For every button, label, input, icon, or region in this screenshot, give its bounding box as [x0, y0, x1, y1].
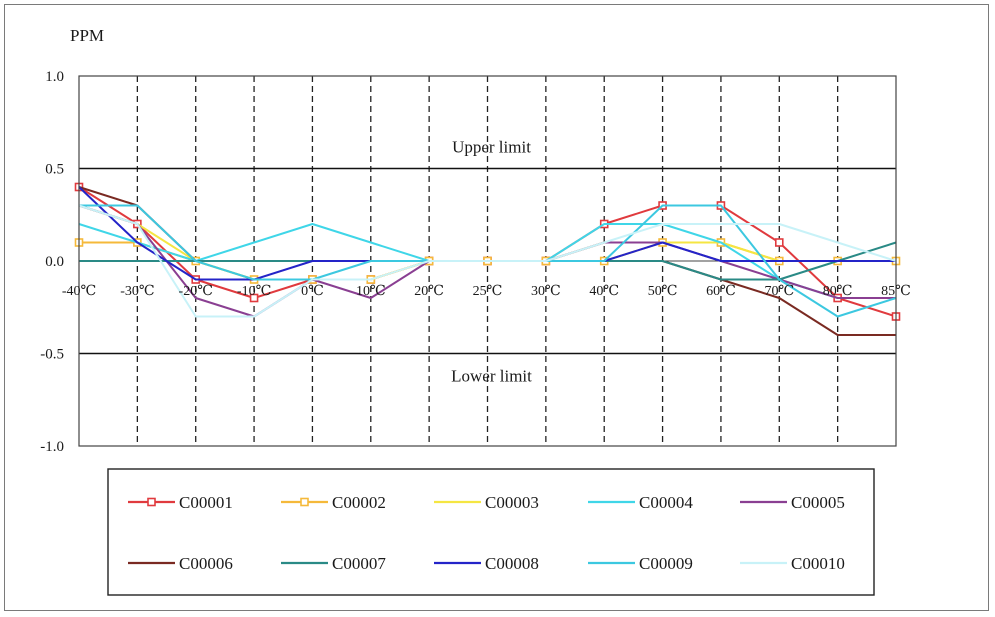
y-tick-label: 0.5	[45, 162, 64, 178]
y-tick-label: -1.0	[40, 439, 64, 455]
legend-label-C00008: C00008	[485, 554, 539, 573]
y-tick-label: 0.0	[45, 254, 64, 270]
legend-marker-C00002	[300, 497, 309, 507]
x-tick-label: 10℃	[356, 284, 386, 299]
legend-label-C00007: C00007	[332, 554, 386, 573]
legend-label-C00006: C00006	[179, 554, 233, 573]
limit-lines: Upper limit Lower limit	[79, 138, 896, 386]
x-tick-label: 20℃	[414, 284, 444, 299]
legend-label-C00001: C00001	[179, 493, 233, 512]
legend-label-C00003: C00003	[485, 493, 539, 512]
x-tick-label: 25℃	[473, 284, 503, 299]
x-tick-label: 30℃	[531, 284, 561, 299]
x-tick-label: -30℃	[120, 284, 154, 299]
legend-label-C00005: C00005	[791, 493, 845, 512]
limit-label: Upper limit	[452, 138, 531, 157]
legend-label-C00002: C00002	[332, 493, 386, 512]
x-tick-label: 85℃	[881, 284, 911, 299]
legend-label-C00004: C00004	[639, 493, 693, 512]
series-lines	[74, 182, 901, 336]
y-axis-label: PPM	[70, 26, 104, 45]
legend-label-C00009: C00009	[639, 554, 693, 573]
x-tick-label: 80℃	[823, 284, 853, 299]
y-tick-label: -0.5	[40, 347, 64, 363]
y-tick-label: 1.0	[45, 69, 64, 85]
axes: 1.0 0.5 0.0 -0.5 -1.0 -40℃ -30℃ -20℃ -10℃ 0℃ 10℃ 20…	[40, 69, 911, 455]
x-tick-label: 70℃	[764, 284, 794, 299]
data-point-C00001	[249, 293, 259, 303]
x-tick-label: 60℃	[706, 284, 736, 299]
legend-label-C00010: C00010	[791, 554, 845, 573]
legend-marker-C00001	[147, 497, 156, 507]
series-line-C00010	[78, 204, 897, 318]
data-point-C00001	[774, 238, 784, 247]
x-tick-label: 40℃	[589, 284, 619, 299]
x-tick-label: -10℃	[237, 284, 271, 299]
plot-area	[78, 75, 897, 447]
x-tick-label: -20℃	[179, 284, 213, 299]
limit-label: Lower limit	[451, 367, 532, 386]
legend: C00001 C00002 C00003 C00004 C00005 C00006 C000…	[107, 468, 875, 596]
x-tick-label: 0℃	[301, 284, 324, 299]
x-tick-label: 50℃	[648, 284, 678, 299]
x-tick-label: -40℃	[62, 284, 96, 299]
legend-box	[107, 468, 875, 596]
